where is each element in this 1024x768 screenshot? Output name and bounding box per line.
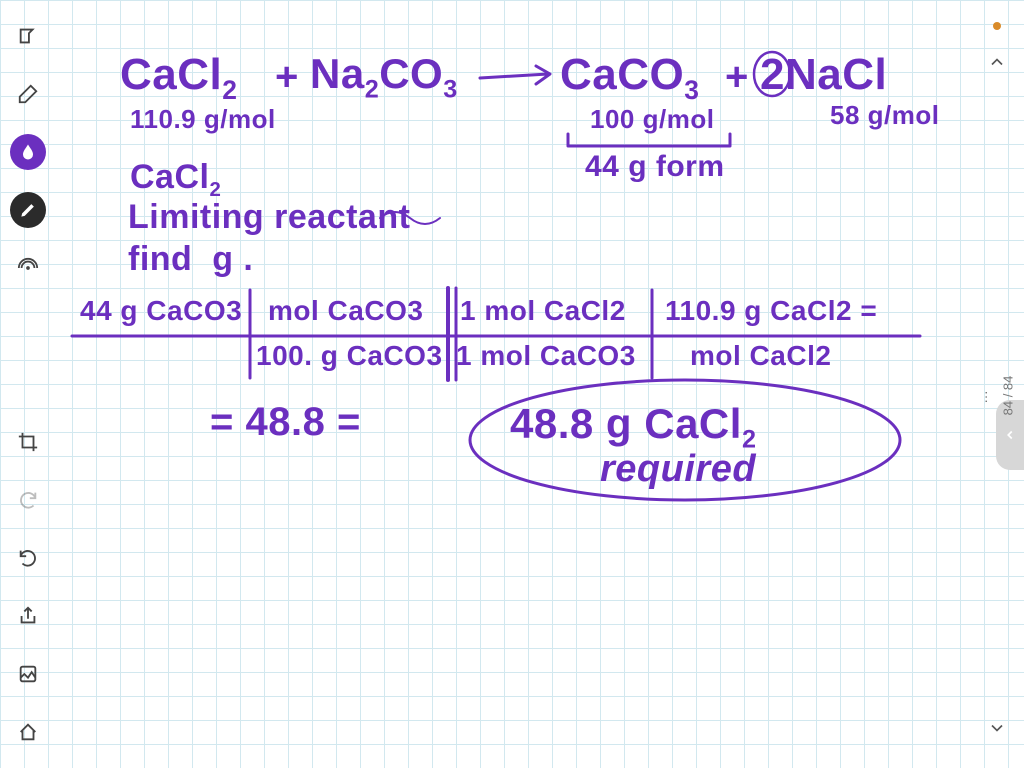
- da-top-2: mol CaCO3: [268, 295, 423, 327]
- form-amount: 44 g form: [585, 150, 725, 184]
- note-canvas[interactable]: CaCl2 + Na2CO3 CaCO3 + 2NaCl 110.9 g/mol…: [0, 0, 1024, 768]
- eq-reactant2: Na2CO3: [310, 50, 458, 104]
- share-icon[interactable]: [10, 598, 46, 634]
- cast-icon[interactable]: [10, 250, 46, 286]
- result-value: 48.8 g CaCl2: [510, 400, 756, 454]
- da-top-1: 44 g CaCO3: [80, 295, 242, 327]
- note-cacl2: CaCl2: [130, 158, 221, 202]
- result-eq: = 48.8 =: [210, 400, 361, 445]
- eq-reactant1: CaCl2: [120, 50, 237, 106]
- da-bot-2: 100. g CaCO3: [256, 340, 443, 372]
- left-toolbar: [0, 0, 56, 768]
- page-count-label: 84 / 84: [1001, 375, 1016, 415]
- image-icon[interactable]: [10, 656, 46, 692]
- eq-plus2: +: [725, 55, 749, 100]
- eq-product2: 2NaCl: [760, 50, 887, 100]
- recording-indicator-icon: [993, 22, 1001, 30]
- note-find: find g .: [128, 240, 253, 279]
- crop-icon[interactable]: [10, 424, 46, 460]
- da-bot-3: 1 mol CaCO3: [456, 340, 636, 372]
- da-top-3: 1 mol CaCl2: [460, 295, 626, 327]
- bottom-tool-group: [10, 424, 46, 768]
- shape-tool-icon[interactable]: [10, 18, 46, 54]
- note-limiting: Limiting reactant: [128, 198, 410, 237]
- ink-tool-icon[interactable]: [10, 134, 46, 170]
- mw-cacl2: 110.9 g/mol: [130, 104, 276, 135]
- da-bot-4: mol CaCl2: [690, 340, 831, 372]
- undo-icon[interactable]: [10, 540, 46, 576]
- redo-icon[interactable]: [10, 482, 46, 518]
- result-required: required: [600, 448, 756, 491]
- collapse-up-icon[interactable]: [979, 44, 1015, 80]
- right-sidebar: ⋯ 84 / 84: [970, 0, 1024, 768]
- more-dots-icon[interactable]: ⋯: [979, 387, 995, 403]
- eq-product1: CaCO3: [560, 50, 699, 106]
- pen-tool-icon[interactable]: [10, 192, 46, 228]
- expand-down-icon[interactable]: [979, 710, 1015, 746]
- eq-plus1: +: [275, 55, 299, 100]
- home-icon[interactable]: [10, 714, 46, 750]
- mw-nacl: 58 g/mol: [830, 100, 939, 131]
- page-indicator: ⋯ 84 / 84: [979, 375, 1016, 415]
- mw-caco3: 100 g/mol: [590, 104, 714, 135]
- eraser-icon[interactable]: [10, 76, 46, 112]
- da-top-4: 110.9 g CaCl2 =: [665, 295, 877, 327]
